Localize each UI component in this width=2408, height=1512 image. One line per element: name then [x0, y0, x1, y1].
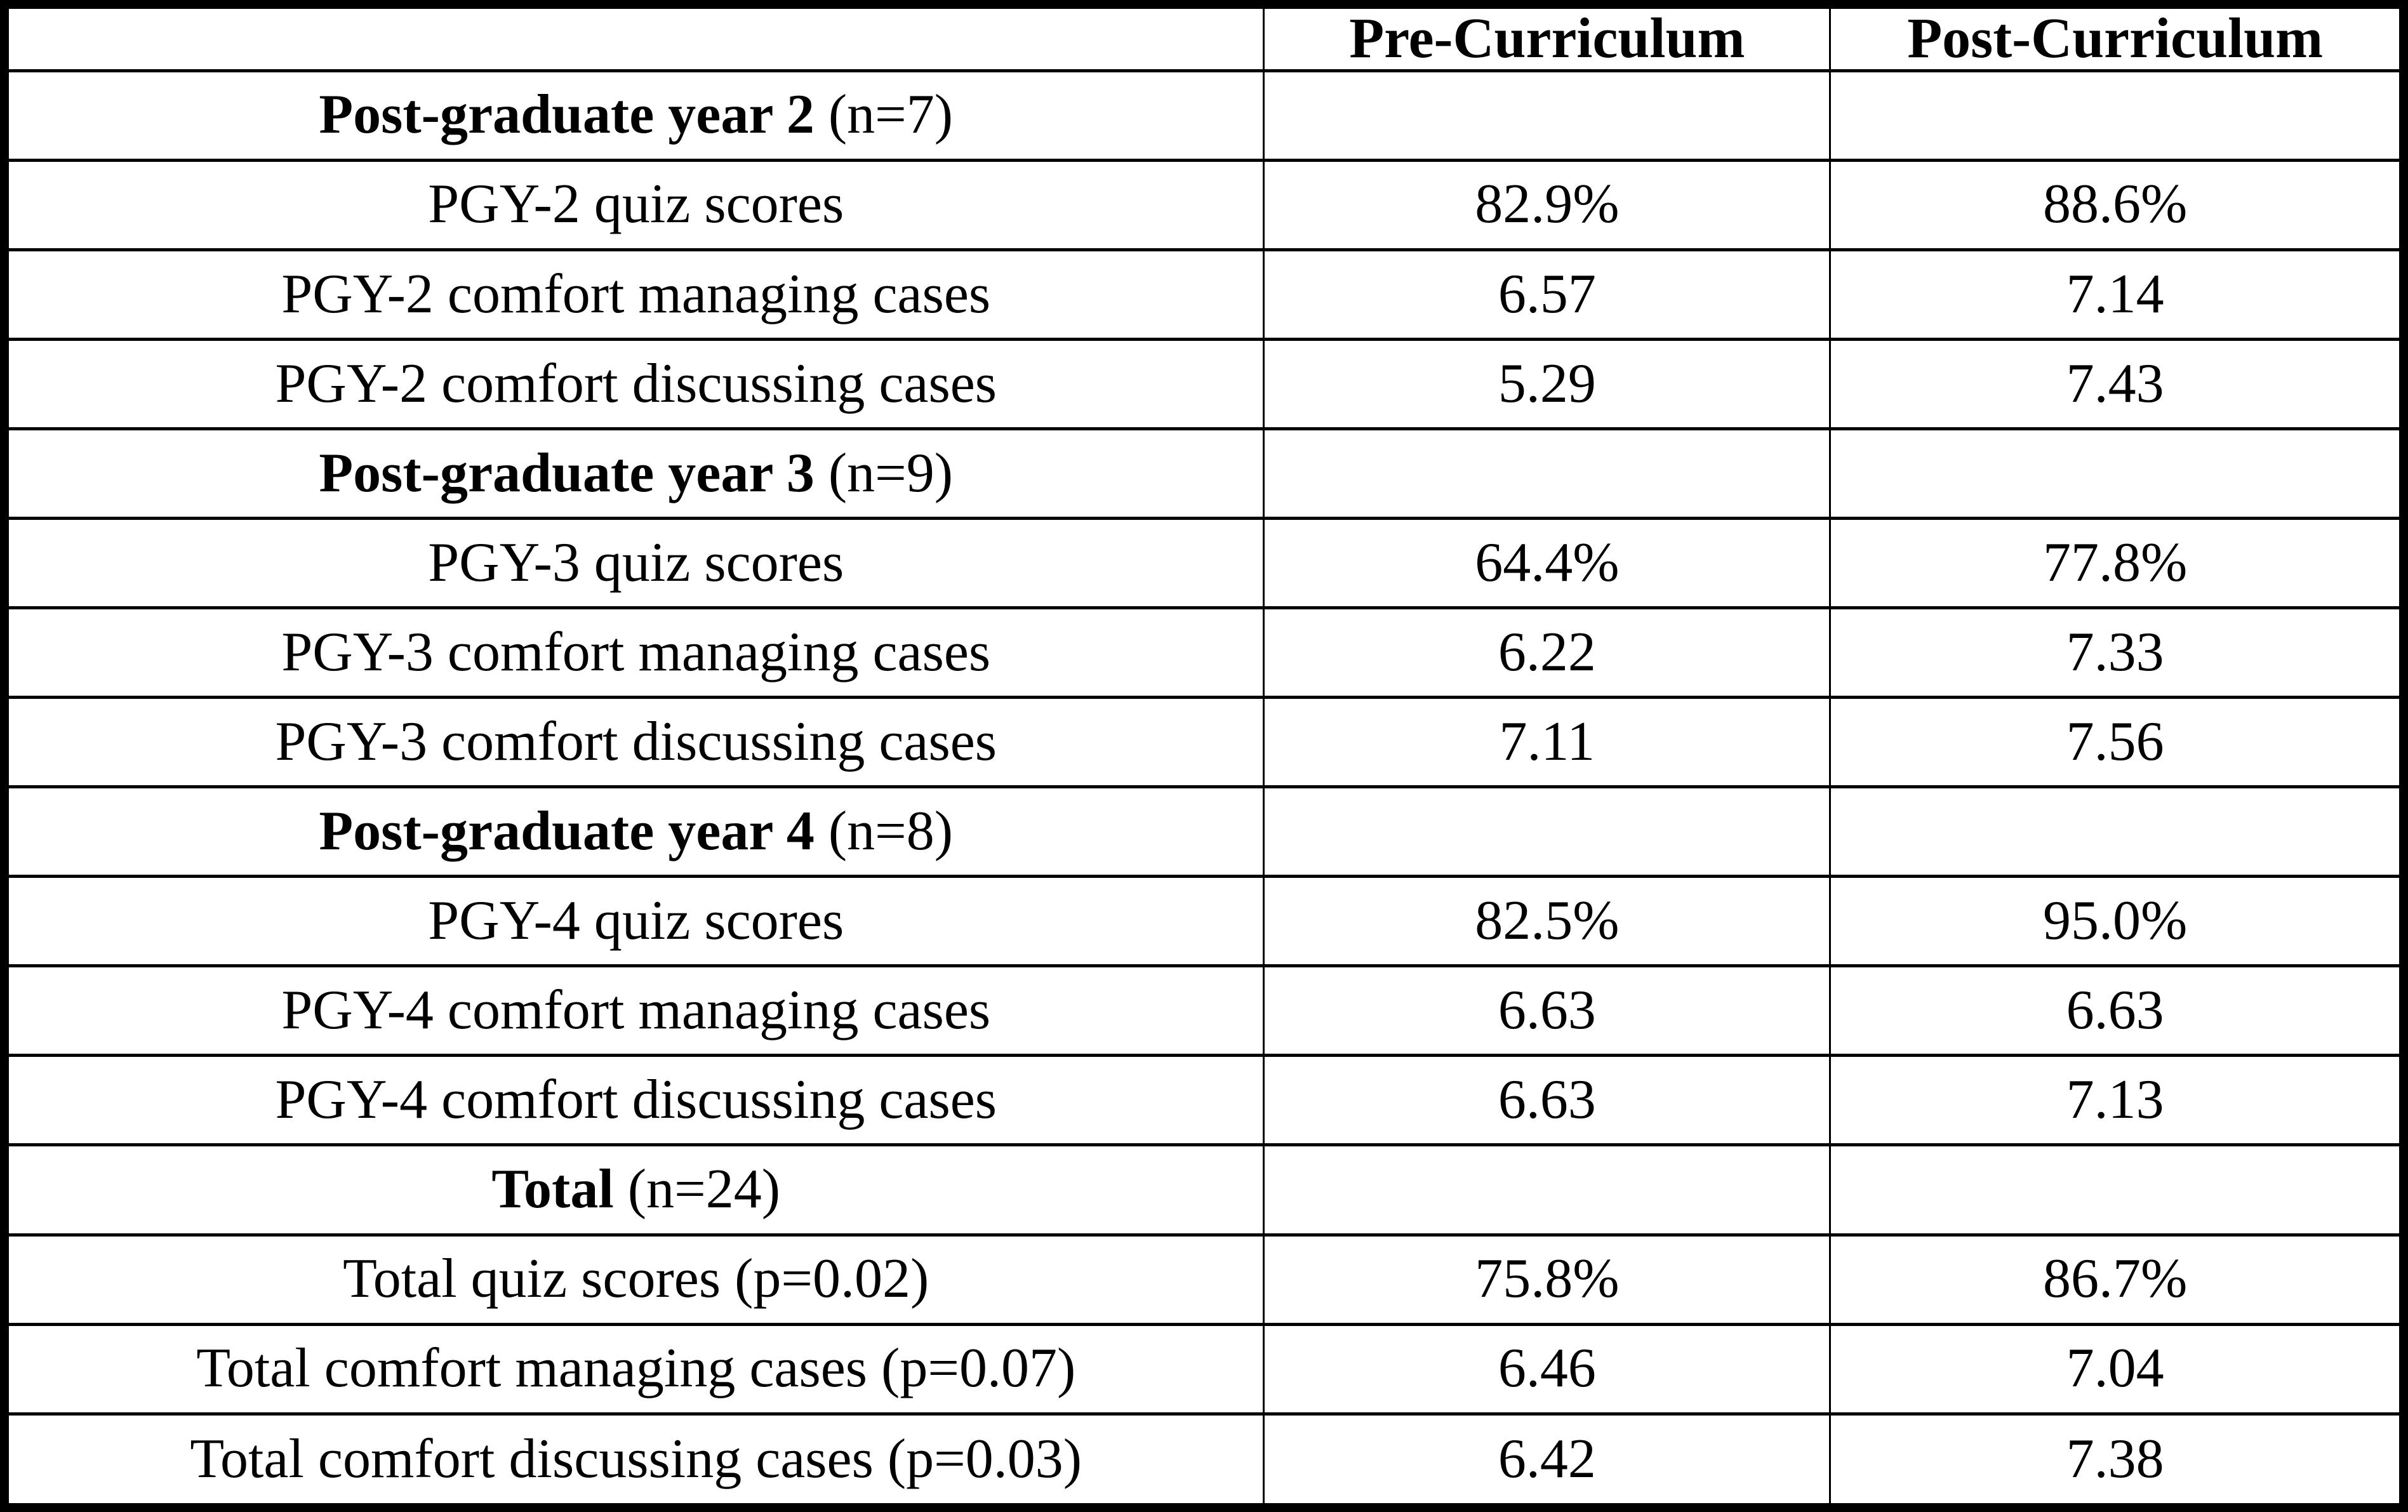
post-value-cell	[1829, 69, 2405, 162]
row-label-cell: PGY-4 comfort managing cases	[3, 964, 1265, 1058]
data-row: PGY-2 comfort discussing cases 5.29 7.43	[3, 337, 2405, 430]
data-row: Total comfort discussing cases (p=0.03) …	[3, 1412, 2405, 1509]
row-label-cell: PGY-3 quiz scores	[3, 516, 1265, 609]
row-label-rest: (n=24)	[613, 1158, 781, 1221]
row-label-rest: PGY-3 quiz scores	[428, 531, 844, 594]
row-label-cell: PGY-2 comfort managing cases	[3, 248, 1265, 341]
row-label-rest: (n=8)	[814, 800, 954, 862]
row-label-bold: Post-graduate year 2	[319, 84, 815, 146]
data-row: PGY-4 comfort discussing cases 6.63 7.13	[3, 1054, 2405, 1147]
row-label-rest: PGY-2 quiz scores	[428, 173, 844, 235]
row-label-cell: Total (n=24)	[3, 1143, 1265, 1237]
row-label-rest: PGY-4 comfort managing cases	[281, 979, 991, 1042]
row-label-cell: PGY-3 comfort discussing cases	[3, 696, 1265, 789]
post-value-cell: 7.13	[1829, 1054, 2405, 1147]
row-label-cell: Total comfort discussing cases (p=0.03)	[3, 1412, 1265, 1509]
row-label-cell: Post-graduate year 4 (n=8)	[3, 785, 1265, 879]
header-post-curriculum: Post-Curriculum	[1829, 3, 2405, 72]
row-label-rest: PGY-3 comfort discussing cases	[275, 710, 997, 773]
data-row: PGY-4 comfort managing cases 6.63 6.63	[3, 964, 2405, 1058]
data-row: PGY-2 comfort managing cases 6.57 7.14	[3, 248, 2405, 341]
data-row: PGY-3 comfort managing cases 6.22 7.33	[3, 606, 2405, 700]
header-empty-cell	[3, 3, 1265, 72]
pre-value-cell: 6.46	[1263, 1322, 1832, 1416]
post-value-cell: 7.33	[1829, 606, 2405, 700]
pre-value-cell: 6.63	[1263, 1054, 1832, 1147]
row-label-rest: PGY-4 quiz scores	[428, 890, 844, 952]
row-label-cell: PGY-2 quiz scores	[3, 158, 1265, 251]
data-row: PGY-3 comfort discussing cases 7.11 7.56	[3, 696, 2405, 789]
row-label-bold: Post-graduate year 3	[319, 442, 815, 504]
row-label-rest: PGY-2 comfort discussing cases	[275, 352, 997, 414]
post-value-cell: 88.6%	[1829, 158, 2405, 251]
pre-value-cell: 64.4%	[1263, 516, 1832, 609]
section-row-total: Total (n=24)	[3, 1143, 2405, 1237]
post-value-cell: 7.14	[1829, 248, 2405, 341]
row-label-rest: Total comfort discussing cases (p=0.03)	[190, 1428, 1082, 1490]
pre-value-cell: 7.11	[1263, 696, 1832, 789]
data-row: Total quiz scores (p=0.02) 75.8% 86.7%	[3, 1233, 2405, 1326]
post-value-cell: 7.43	[1829, 337, 2405, 430]
pre-value-cell	[1263, 427, 1832, 520]
row-label-rest: Total comfort managing cases (p=0.07)	[196, 1337, 1076, 1400]
pre-value-cell: 6.42	[1263, 1412, 1832, 1509]
header-row: Pre-Curriculum Post-Curriculum	[3, 3, 2405, 72]
header-pre-curriculum: Pre-Curriculum	[1263, 3, 1832, 72]
post-value-cell: 7.38	[1829, 1412, 2405, 1509]
pre-value-cell: 82.5%	[1263, 875, 1832, 968]
row-label-cell: Total quiz scores (p=0.02)	[3, 1233, 1265, 1326]
data-row: PGY-4 quiz scores 82.5% 95.0%	[3, 875, 2405, 968]
section-row-pgy3: Post-graduate year 3 (n=9)	[3, 427, 2405, 520]
row-label-bold: Total	[491, 1158, 614, 1221]
row-label-rest: PGY-3 comfort managing cases	[281, 621, 991, 683]
data-row: PGY-3 quiz scores 64.4% 77.8%	[3, 516, 2405, 609]
pre-value-cell: 6.57	[1263, 248, 1832, 341]
row-label-cell: PGY-4 quiz scores	[3, 875, 1265, 968]
data-row: Total comfort managing cases (p=0.07) 6.…	[3, 1322, 2405, 1416]
post-value-cell: 86.7%	[1829, 1233, 2405, 1326]
row-label-rest: PGY-4 comfort discussing cases	[275, 1069, 997, 1131]
row-label-rest: PGY-2 comfort managing cases	[281, 263, 991, 325]
pre-value-cell	[1263, 1143, 1832, 1237]
pre-value-cell	[1263, 785, 1832, 879]
pre-value-cell: 5.29	[1263, 337, 1832, 430]
row-label-rest: Total quiz scores (p=0.02)	[343, 1248, 929, 1310]
row-label-bold: Post-graduate year 4	[319, 800, 815, 862]
section-row-pgy2: Post-graduate year 2 (n=7)	[3, 69, 2405, 162]
row-label-rest: (n=7)	[814, 84, 954, 146]
section-row-pgy4: Post-graduate year 4 (n=8)	[3, 785, 2405, 879]
row-label-rest: (n=9)	[814, 442, 954, 504]
pre-value-cell	[1263, 69, 1832, 162]
post-value-cell: 7.04	[1829, 1322, 2405, 1416]
data-row: PGY-2 quiz scores 82.9% 88.6%	[3, 158, 2405, 251]
post-value-cell: 77.8%	[1829, 516, 2405, 609]
post-value-cell	[1829, 785, 2405, 879]
pre-value-cell: 6.63	[1263, 964, 1832, 1058]
pre-value-cell: 6.22	[1263, 606, 1832, 700]
post-value-cell	[1829, 427, 2405, 520]
pre-value-cell: 75.8%	[1263, 1233, 1832, 1326]
row-label-cell: Post-graduate year 2 (n=7)	[3, 69, 1265, 162]
row-label-cell: Total comfort managing cases (p=0.07)	[3, 1322, 1265, 1416]
post-value-cell: 7.56	[1829, 696, 2405, 789]
pre-value-cell: 82.9%	[1263, 158, 1832, 251]
post-value-cell	[1829, 1143, 2405, 1237]
post-value-cell: 95.0%	[1829, 875, 2405, 968]
row-label-cell: PGY-4 comfort discussing cases	[3, 1054, 1265, 1147]
row-label-cell: PGY-3 comfort managing cases	[3, 606, 1265, 700]
row-label-cell: Post-graduate year 3 (n=9)	[3, 427, 1265, 520]
post-value-cell: 6.63	[1829, 964, 2405, 1058]
row-label-cell: PGY-2 comfort discussing cases	[3, 337, 1265, 430]
